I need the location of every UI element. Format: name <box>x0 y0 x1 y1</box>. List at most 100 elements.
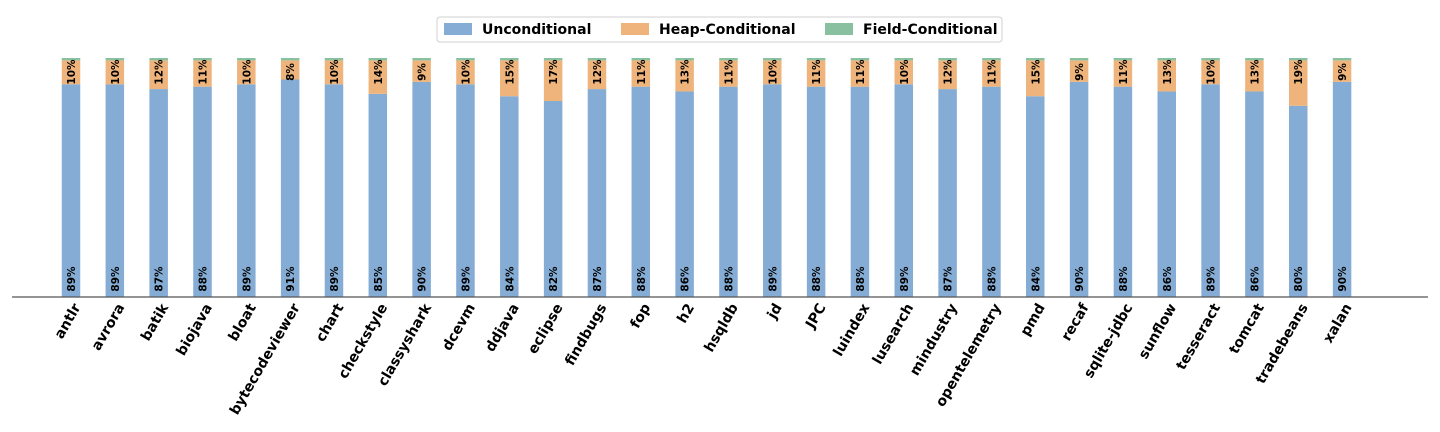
x-tick-label-tesseract: tesseract <box>1173 301 1224 373</box>
x-tick-label-lusearch: lusearch <box>870 301 917 367</box>
bar-heap-conditional-batik <box>149 60 168 90</box>
x-tick-label-h2: h2 <box>674 301 698 326</box>
bar-unconditional-biojava <box>193 86 212 298</box>
data-label-heap-conditional-antlr: 10% <box>66 59 78 85</box>
x-tick-label-jpc: JPC <box>802 301 829 332</box>
data-label-unconditional-findbugs: 87% <box>592 266 604 292</box>
bar-unconditional-avrora <box>105 84 125 297</box>
data-label-unconditional-dcevm: 89% <box>460 266 472 292</box>
data-label-heap-conditional-sunflow: 13% <box>1162 59 1174 85</box>
bar-unconditional-pmd <box>1026 96 1045 298</box>
bar-unconditional-hsqldb <box>719 86 738 298</box>
bar-heap-conditional-fop <box>631 60 651 87</box>
legend-swatch-heap-conditional <box>621 23 649 35</box>
data-label-heap-conditional-bytecodeviewer: 8% <box>285 63 297 81</box>
bar-field-conditional-antlr <box>61 58 81 61</box>
bar-heap-conditional-classyshark <box>412 60 431 82</box>
data-label-heap-conditional-sqlite-jdbc: 11% <box>1118 59 1130 85</box>
bar-field-conditional-mindustry <box>938 58 957 61</box>
bar-unconditional-opentelemetry <box>982 86 1001 298</box>
data-label-heap-conditional-tomcat: 13% <box>1249 59 1261 85</box>
legend-label-unconditional: Unconditional <box>482 22 591 38</box>
data-label-unconditional-tradebeans: 80% <box>1293 266 1305 292</box>
bar-heap-conditional-opentelemetry <box>982 60 1001 87</box>
data-label-unconditional-xalan: 90% <box>1337 266 1349 292</box>
data-label-heap-conditional-findbugs: 12% <box>592 59 604 85</box>
x-tick-label-avrora: avrora <box>89 301 129 354</box>
bars-group: 89% 10% 89% 10% 87% 12% 88% 11% 89% 10% 91% 8% 89% 10… <box>61 58 1352 298</box>
bar-field-conditional-recaf <box>1069 58 1089 61</box>
legend-swatch-field-conditional <box>825 23 853 35</box>
bar-field-conditional-findbugs <box>587 58 607 61</box>
x-tick-label-biojava: biojava <box>173 301 215 359</box>
x-tick-label-luindex: luindex <box>831 301 874 359</box>
bar-field-conditional-avrora <box>105 58 125 61</box>
x-tick-label-findbugs: findbugs <box>562 301 610 369</box>
bar-heap-conditional-biojava <box>193 60 212 87</box>
data-label-unconditional-lusearch: 89% <box>899 266 911 292</box>
bar-heap-conditional-eclipse <box>543 60 563 102</box>
data-label-heap-conditional-checkstyle: 14% <box>373 59 385 85</box>
data-label-heap-conditional-hsqldb: 11% <box>723 59 735 85</box>
data-label-unconditional-tesseract: 89% <box>1206 266 1218 292</box>
data-label-unconditional-checkstyle: 85% <box>373 266 385 292</box>
data-label-heap-conditional-eclipse: 17% <box>548 59 560 85</box>
bar-unconditional-findbugs <box>587 89 607 297</box>
bar-field-conditional-ddjava <box>500 58 519 61</box>
bar-unconditional-chart <box>324 84 344 297</box>
data-label-unconditional-mindustry: 87% <box>943 266 955 292</box>
bar-unconditional-bytecodeviewer <box>280 79 300 297</box>
bar-field-conditional-tomcat <box>1245 58 1264 61</box>
x-tick-label-chart: chart <box>313 301 348 345</box>
data-label-unconditional-hsqldb: 88% <box>723 266 735 292</box>
data-label-heap-conditional-h2: 13% <box>680 59 692 85</box>
bar-unconditional-tesseract <box>1201 84 1220 297</box>
bar-heap-conditional-findbugs <box>587 60 607 90</box>
data-label-unconditional-ddjava: 84% <box>504 266 516 292</box>
bar-unconditional-mindustry <box>938 89 957 297</box>
bar-heap-conditional-bytecodeviewer <box>280 60 300 80</box>
bar-heap-conditional-tomcat <box>1245 60 1264 92</box>
x-tick-label-batik: batik <box>138 300 172 343</box>
bar-unconditional-sqlite-jdbc <box>1113 86 1133 298</box>
bar-heap-conditional-luindex <box>850 60 870 87</box>
bar-unconditional-tradebeans <box>1288 105 1308 297</box>
data-label-unconditional-biojava: 88% <box>197 266 209 292</box>
data-label-unconditional-sqlite-jdbc: 88% <box>1118 266 1130 292</box>
bar-field-conditional-pmd <box>1026 58 1045 61</box>
data-label-heap-conditional-mindustry: 12% <box>943 59 955 85</box>
bar-unconditional-lusearch <box>894 84 914 297</box>
bar-field-conditional-bloat <box>237 58 256 61</box>
x-tick-label-dcevm: dcevm <box>439 301 479 354</box>
bar-field-conditional-sqlite-jdbc <box>1113 58 1133 61</box>
bar-unconditional-xalan <box>1332 81 1352 298</box>
x-tick-label-fop: fop <box>628 301 655 331</box>
bar-heap-conditional-pmd <box>1026 60 1045 97</box>
data-label-unconditional-bytecodeviewer: 91% <box>285 266 297 292</box>
data-label-heap-conditional-xalan: 9% <box>1337 63 1349 81</box>
bar-heap-conditional-antlr <box>61 60 81 85</box>
legend: Unconditional Heap-Conditional Field-Condi… <box>436 16 1003 43</box>
data-label-unconditional-classyshark: 90% <box>417 266 429 292</box>
bar-heap-conditional-ddjava <box>500 60 519 97</box>
bar-unconditional-fop <box>631 86 651 298</box>
bar-unconditional-antlr <box>61 84 81 297</box>
data-label-heap-conditional-opentelemetry: 11% <box>986 59 998 85</box>
bar-unconditional-classyshark <box>412 81 431 298</box>
x-tick-label-sunflow: sunflow <box>1136 301 1180 362</box>
bar-field-conditional-jpc <box>806 58 826 61</box>
x-tick-label-ddjava: ddjava <box>482 301 522 355</box>
bar-field-conditional-lusearch <box>894 58 914 61</box>
x-tick-label-jd: jd <box>764 301 786 323</box>
data-label-heap-conditional-fop: 11% <box>636 59 648 85</box>
data-label-unconditional-recaf: 90% <box>1074 266 1086 292</box>
data-label-unconditional-luindex: 88% <box>855 266 867 292</box>
data-label-unconditional-avrora: 89% <box>110 266 122 292</box>
bar-unconditional-eclipse <box>543 101 563 298</box>
bar-unconditional-h2 <box>675 91 694 298</box>
bar-heap-conditional-chart <box>324 60 344 85</box>
bar-unconditional-recaf <box>1069 81 1089 298</box>
data-label-heap-conditional-bloat: 10% <box>241 59 253 85</box>
